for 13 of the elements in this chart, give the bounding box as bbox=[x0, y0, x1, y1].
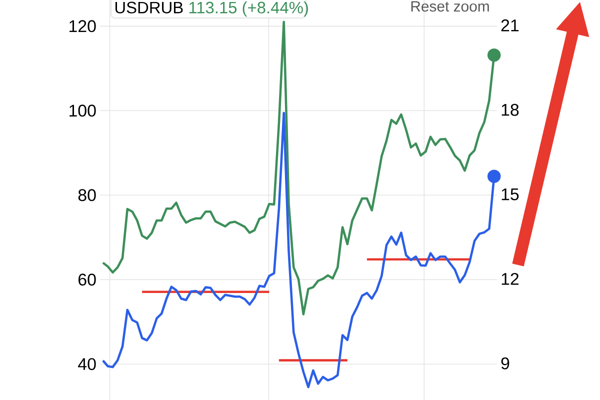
annotation: USDRUB bbox=[115, 2, 183, 14]
y2-tick-label: 9 bbox=[501, 357, 510, 370]
y2-tick-label: 15 bbox=[502, 188, 519, 200]
y-tick-label: 120 bbox=[70, 20, 96, 32]
annotation: 113.15 (+8.44%) bbox=[189, 1, 308, 17]
y-tick-label: 40 bbox=[78, 358, 96, 370]
y-tick-label: 100 bbox=[70, 104, 96, 117]
y-tick-label: 60 bbox=[78, 274, 96, 286]
y2-tick-label: 21 bbox=[501, 19, 519, 32]
annotation: Reset zoom bbox=[411, 1, 489, 12]
y-tick-label: 80 bbox=[78, 189, 96, 202]
y2-tick-label: 12 bbox=[502, 272, 519, 285]
y2-tick-label: 18 bbox=[502, 104, 519, 116]
